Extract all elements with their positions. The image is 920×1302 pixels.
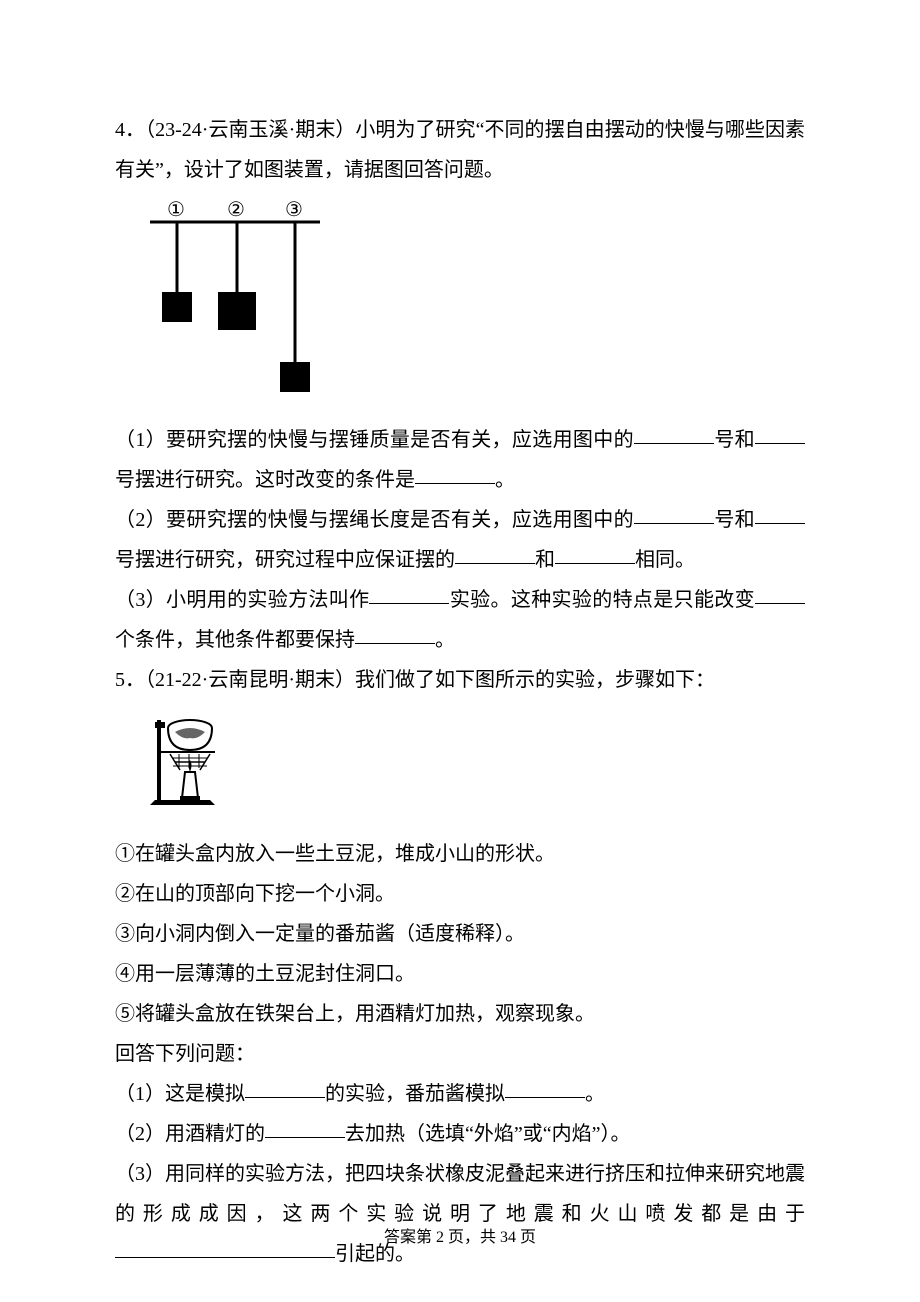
text: 。 — [495, 469, 515, 491]
bob-2 — [218, 292, 256, 330]
fill-blank[interactable] — [355, 624, 435, 644]
q5-part2: （2）用酒精灯的 去加热（选填“外焰”或“内焰”）。 — [115, 1114, 805, 1154]
text: （2）用酒精灯的 — [115, 1123, 265, 1145]
text: 去加热（选填“外焰”或“内焰”）。 — [345, 1123, 631, 1145]
q4-part3: （3）小明用的实验方法叫作 实验。这种实验的特点是只能改变个条件，其他条件都要保持… — [115, 580, 805, 660]
fill-blank[interactable] — [265, 1118, 345, 1138]
fill-blank[interactable] — [755, 424, 805, 444]
text: 实验。这种实验的特点是只能改变 — [449, 589, 755, 611]
q5-step-3: ③向小洞内倒入一定量的番茄酱（适度稀释）。 — [115, 914, 805, 954]
text: （2）要研究摆的快慢与摆绳长度是否有关，应选用图中的 — [115, 509, 634, 531]
fill-blank[interactable] — [455, 544, 535, 564]
text: 号和 — [714, 509, 755, 531]
fill-blank[interactable] — [755, 504, 805, 524]
fill-blank[interactable] — [245, 1078, 325, 1098]
pendulum-label-2: ② — [227, 199, 245, 221]
q4-part2: （2）要研究摆的快慢与摆绳长度是否有关，应选用图中的 号和号摆进行研究，研究过程中… — [115, 500, 805, 580]
q5-step-5: ⑤将罐头盒放在铁架台上，用酒精灯加热，观察现象。 — [115, 994, 805, 1034]
text: （1）要研究摆的快慢与摆锤质量是否有关，应选用图中的 — [115, 429, 634, 451]
stand-rod — [157, 720, 161, 802]
text: （3）用同样的实验方法，把四块条状橡皮泥叠起来进行挤压和拉伸来研究地震的形成成因… — [115, 1163, 805, 1225]
page-footer: 答案第 2 页，共 34 页 — [0, 1223, 920, 1247]
fill-blank[interactable] — [555, 544, 635, 564]
pendulum-label-1: ① — [167, 199, 185, 221]
bob-3 — [280, 362, 310, 392]
fill-blank[interactable] — [505, 1078, 585, 1098]
q5-step-4: ④用一层薄薄的土豆泥封住洞口。 — [115, 954, 805, 994]
text: 号摆进行研究，研究过程中应保证摆的 — [115, 549, 455, 571]
q5-stem: 5．（21-22·云南昆明·期末）我们做了如下图所示的实验，步骤如下： — [115, 660, 805, 700]
q4-figure: ① ② ③ — [145, 198, 805, 412]
fill-blank[interactable] — [755, 584, 805, 604]
text: 。 — [435, 629, 455, 651]
text: 。 — [585, 1083, 605, 1105]
fill-blank[interactable] — [634, 424, 714, 444]
text: 和 — [535, 549, 555, 571]
burner-base — [180, 796, 200, 801]
fill-blank[interactable] — [369, 584, 449, 604]
text: 相同。 — [635, 549, 695, 571]
q5-part3: （3）用同样的实验方法，把四块条状橡皮泥叠起来进行挤压和拉伸来研究地震的形成成因… — [115, 1154, 805, 1274]
q5-answer-prompt: 回答下列问题： — [115, 1034, 805, 1074]
text: （3）小明用的实验方法叫作 — [115, 589, 369, 611]
text: 的实验，番茄酱模拟 — [325, 1083, 505, 1105]
clamp-top — [155, 722, 165, 728]
pendulum-label-3: ③ — [285, 199, 303, 221]
q4-stem: 4．（23-24·云南玉溪·期末）小明为了研究“不同的摆自由摆动的快慢与哪些因素… — [115, 110, 805, 190]
fill-blank[interactable] — [415, 464, 495, 484]
text: 号摆进行研究。这时改变的条件是 — [115, 469, 415, 491]
q5-part1: （1）这是模拟 的实验，番茄酱模拟 。 — [115, 1074, 805, 1114]
q4-part1: （1）要研究摆的快慢与摆锤质量是否有关，应选用图中的 号和号摆进行研究。这时改变的… — [115, 420, 805, 500]
burner-body — [182, 772, 198, 798]
text: （1）这是模拟 — [115, 1083, 245, 1105]
q5-step-2: ②在山的顶部向下挖一个小洞。 — [115, 874, 805, 914]
q5-figure — [145, 710, 805, 824]
text: 号和 — [714, 429, 755, 451]
fill-blank[interactable] — [634, 504, 714, 524]
bob-1 — [162, 292, 192, 322]
q5-step-1: ①在罐头盒内放入一些土豆泥，堆成小山的形状。 — [115, 834, 805, 874]
text: 个条件，其他条件都要保持 — [115, 629, 355, 651]
document-page: 4．（23-24·云南玉溪·期末）小明为了研究“不同的摆自由摆动的快慢与哪些因素… — [0, 0, 920, 1274]
